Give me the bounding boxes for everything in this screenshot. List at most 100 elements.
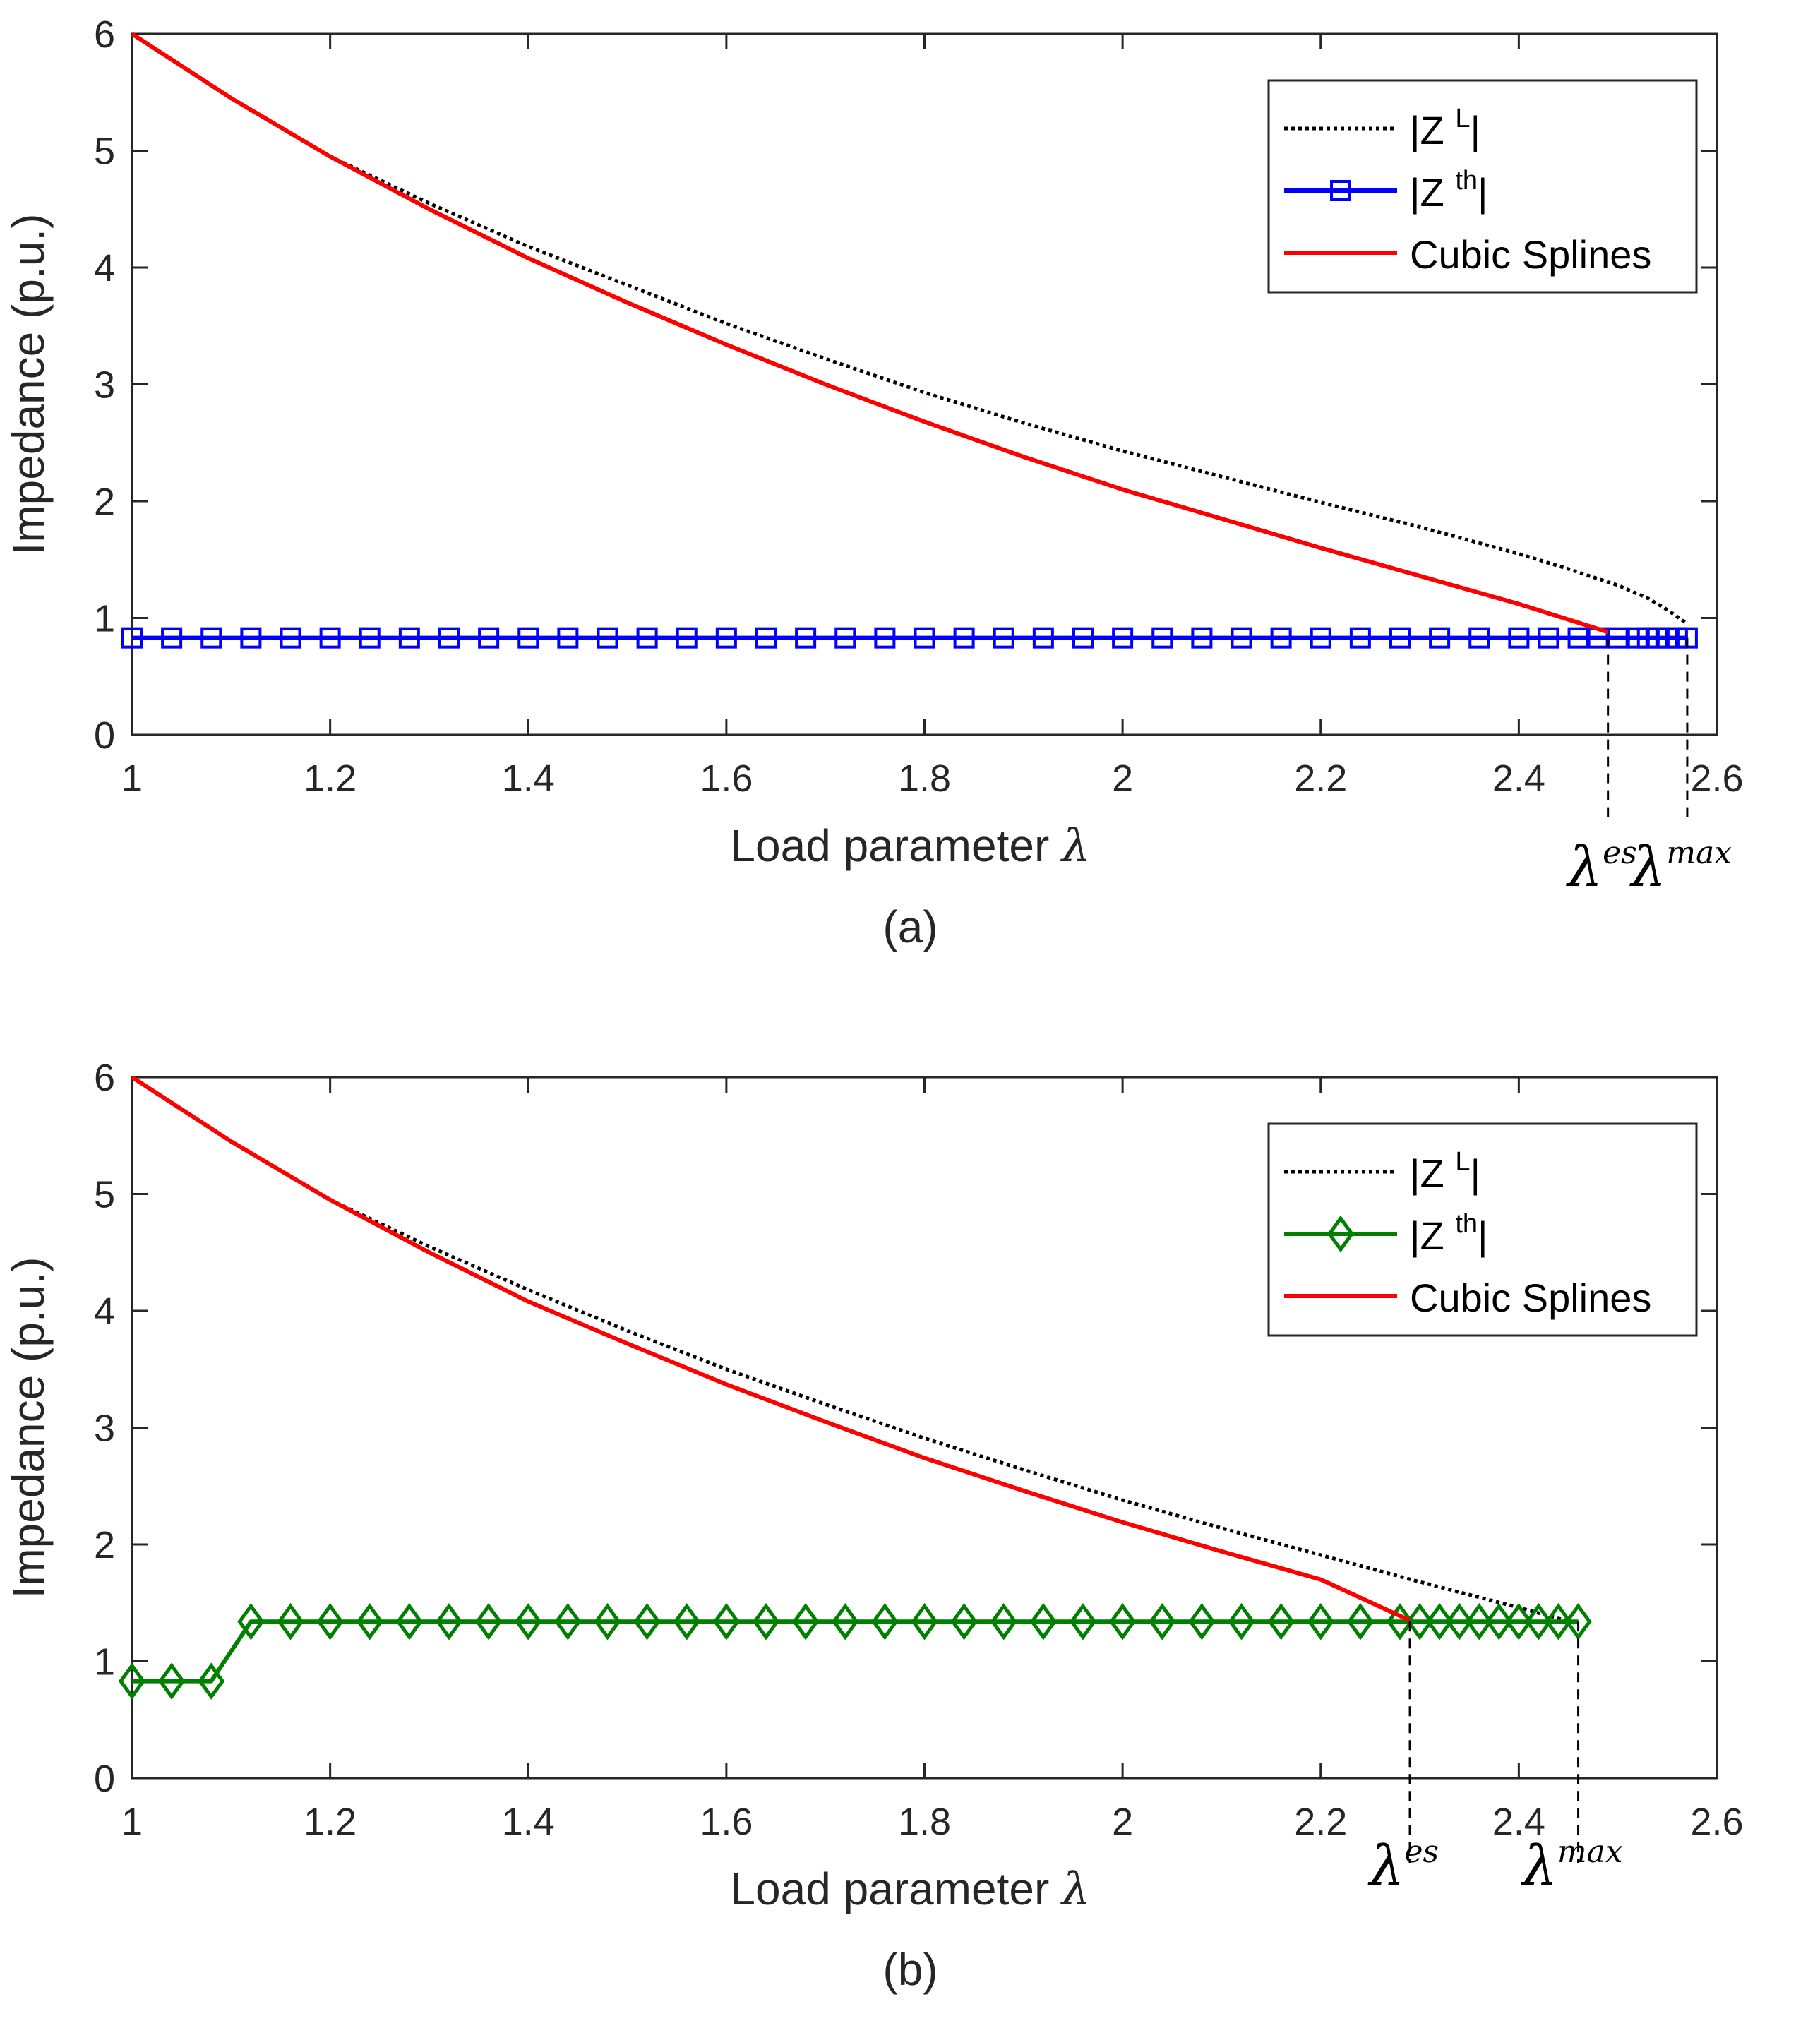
data-point-square — [834, 627, 856, 649]
x-axis-label-gap — [1049, 1864, 1062, 1914]
legend-entry-space — [1444, 1151, 1456, 1196]
data-point-square — [1231, 627, 1252, 649]
data-point-square — [676, 627, 698, 649]
y-tick-label: 3 — [94, 364, 115, 407]
x-tick-label: 2 — [1112, 757, 1133, 800]
data-point-square — [1310, 627, 1331, 649]
data-point-square — [1567, 627, 1589, 649]
data-point-square — [200, 627, 222, 649]
legend-entry-base: |Z — [1410, 170, 1444, 215]
data-point-diamond — [435, 1602, 463, 1640]
series-1 — [118, 1602, 1592, 1700]
x-tick-label: 1.8 — [898, 757, 951, 800]
legend-entry-close: | — [1470, 108, 1480, 152]
annotation-label: λes — [1367, 1834, 1439, 1898]
y-tick-label: 1 — [94, 598, 115, 640]
x-tick-label: 2.6 — [1690, 1801, 1743, 1843]
x-tick-label: 2.4 — [1492, 1801, 1545, 1843]
series-line — [132, 1619, 1579, 1684]
x-tick-label: 1.4 — [502, 757, 555, 800]
data-point-diamond — [1406, 1602, 1434, 1640]
data-point-diamond — [1109, 1602, 1137, 1640]
data-point-diamond — [1149, 1602, 1176, 1640]
x-tick-label: 1.4 — [502, 1801, 555, 1843]
y-axis-label: Impedance (p.u.) — [3, 1257, 54, 1599]
data-point-diamond — [198, 1662, 225, 1700]
legend-entry-sup: th — [1455, 166, 1478, 196]
y-tick-label: 5 — [94, 131, 115, 173]
data-point-diamond — [1307, 1602, 1334, 1640]
data-point-diamond — [515, 1602, 542, 1640]
data-point-square — [1429, 627, 1451, 649]
legend-entry-label: Cubic Splines — [1410, 1276, 1651, 1320]
data-point-square — [1032, 627, 1054, 649]
annotation-label: λmax — [1629, 835, 1732, 899]
data-point-square — [478, 627, 500, 649]
data-point-diamond — [712, 1602, 740, 1640]
data-point-square — [874, 627, 896, 649]
series-line — [131, 32, 1689, 625]
annotation-symbol: λ — [1629, 836, 1666, 899]
legend-entry-label: |Z th| — [1410, 1209, 1488, 1258]
series-2 — [131, 1075, 1411, 1623]
legend: |Z L||Z th|Cubic Splines — [1267, 79, 1698, 294]
data-point-diamond — [158, 1662, 186, 1700]
y-tick-label: 2 — [94, 481, 115, 523]
y-tick-label: 5 — [94, 1174, 115, 1216]
data-point-diamond — [1466, 1602, 1493, 1640]
x-tick-label: 2.6 — [1690, 757, 1743, 800]
y-tick-label: 0 — [94, 714, 115, 757]
data-point-diamond — [1188, 1602, 1216, 1640]
legend-entry-close: | — [1478, 1213, 1488, 1258]
y-tick-label: 4 — [94, 247, 115, 289]
data-point-square — [1508, 627, 1530, 649]
data-point-square — [1112, 627, 1134, 649]
x-tick-label: 1.6 — [700, 1801, 753, 1843]
data-point-diamond — [1485, 1602, 1513, 1640]
data-point-diamond — [950, 1602, 978, 1640]
y-axis-label: Impedance (p.u.) — [3, 214, 54, 556]
x-axis-label: Load parameter λ — [730, 1864, 1090, 1916]
data-point-square — [1468, 627, 1490, 649]
data-point-square — [1191, 627, 1213, 649]
annotation-symbol: λ — [1367, 1835, 1404, 1898]
data-point-square — [636, 627, 658, 649]
legend-entry-base: |Z — [1410, 1151, 1444, 1196]
data-point-diamond — [1029, 1602, 1057, 1640]
data-point-diamond — [911, 1602, 938, 1640]
data-point-diamond — [752, 1602, 780, 1640]
legend-entry-close: | — [1470, 1151, 1480, 1196]
data-point-diamond — [395, 1602, 423, 1640]
x-tick-label: 1.8 — [898, 1801, 951, 1843]
annotation-symbol: λ — [1566, 836, 1603, 899]
y-tick-label: 4 — [94, 1290, 115, 1333]
x-axis-label-symbol: λ — [1060, 1864, 1091, 1916]
data-point-square — [914, 627, 935, 649]
x-axis-label-gap — [1049, 820, 1062, 871]
annotation-superscript: max — [1557, 1834, 1623, 1870]
data-point-square — [1349, 627, 1371, 649]
data-point-diamond — [356, 1602, 383, 1640]
x-tick-label: 1 — [121, 757, 143, 800]
data-point-square — [1072, 627, 1094, 649]
legend-entry-label: |Z L| — [1410, 1147, 1480, 1196]
x-tick-label: 1.2 — [304, 757, 357, 800]
data-point-diamond — [871, 1602, 899, 1640]
legend-entry-sup: L — [1455, 1147, 1470, 1177]
data-point-diamond — [475, 1602, 503, 1640]
legend-box — [1267, 79, 1698, 294]
legend-entry-label: |Z L| — [1410, 104, 1480, 152]
data-point-diamond — [792, 1602, 820, 1640]
legend-entry-label: |Z th| — [1410, 166, 1488, 215]
x-axis-label-text: Load parameter — [730, 820, 1049, 871]
data-point-square — [438, 627, 460, 649]
annotation-superscript: max — [1666, 835, 1732, 871]
data-point-diamond — [1267, 1602, 1295, 1640]
series-1 — [121, 627, 1698, 649]
x-tick-label: 2.4 — [1492, 757, 1545, 800]
data-point-diamond — [1426, 1602, 1454, 1640]
data-point-square — [1389, 627, 1411, 649]
